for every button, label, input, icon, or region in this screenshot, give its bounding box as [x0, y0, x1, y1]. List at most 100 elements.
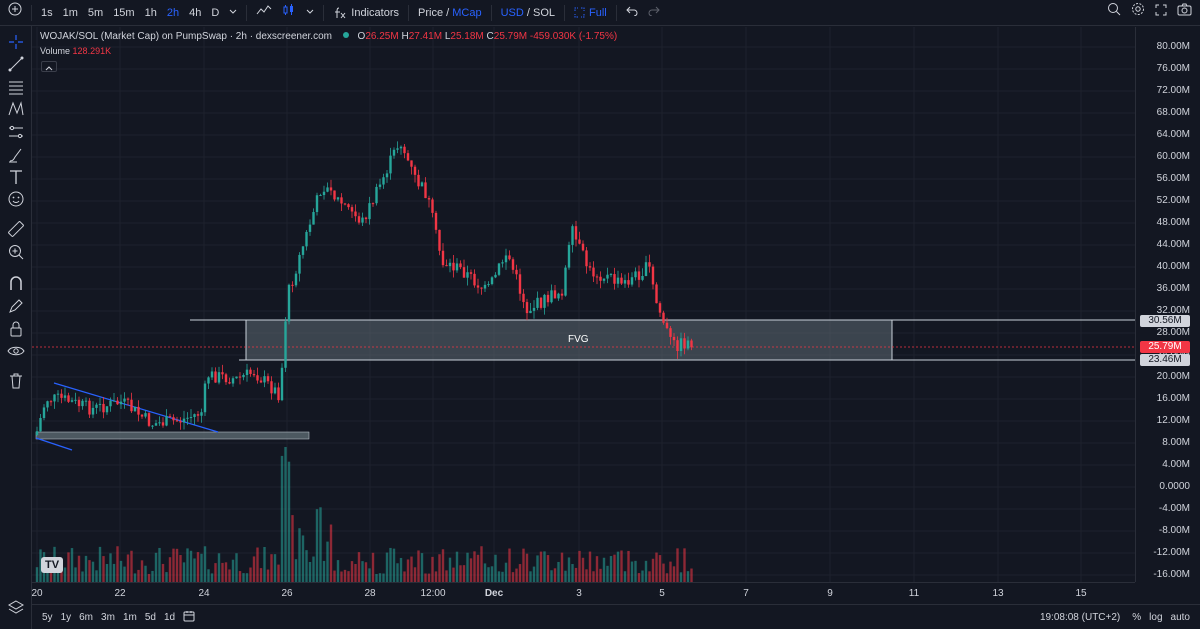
- fib-tool[interactable]: [7, 78, 25, 96]
- settings-button[interactable]: [1126, 0, 1150, 26]
- currency-toggle[interactable]: USD / SOL: [496, 0, 560, 26]
- visibility-tool[interactable]: [7, 342, 25, 360]
- volume-bar: [350, 561, 354, 582]
- range-1y[interactable]: 1y: [60, 611, 72, 623]
- date-range-button[interactable]: [179, 610, 199, 625]
- redo-button[interactable]: [643, 0, 665, 26]
- percent-toggle[interactable]: %: [1132, 611, 1142, 623]
- interval-1s[interactable]: 1s: [41, 6, 53, 19]
- candle-body: [448, 262, 452, 267]
- fvg-zone[interactable]: [245, 319, 893, 361]
- chart-type-candles-button[interactable]: [277, 0, 301, 26]
- lock-tool[interactable]: [7, 320, 25, 338]
- pattern-tool[interactable]: [7, 100, 25, 118]
- range-6m[interactable]: 6m: [79, 611, 94, 623]
- zoom-tool[interactable]: [7, 243, 25, 261]
- price-axis[interactable]: 80.00M 76.00M 72.00M 68.00M 64.00M 60.00M 56.0…: [1135, 27, 1200, 582]
- fullscreen-button[interactable]: Full: [569, 0, 612, 26]
- add-symbol-button[interactable]: [0, 0, 27, 26]
- volume-bar: [130, 550, 133, 582]
- legend-collapse-button[interactable]: [41, 61, 57, 72]
- auto-toggle[interactable]: auto: [1170, 611, 1190, 623]
- volume-bar: [483, 563, 487, 582]
- divider: [31, 4, 32, 21]
- volume-bar: [641, 570, 644, 582]
- candle-body: [147, 413, 151, 426]
- candle-body: [662, 312, 665, 323]
- interval-2h[interactable]: 2h: [166, 6, 180, 19]
- volume-bar: [319, 507, 322, 582]
- candle-body: [392, 149, 396, 156]
- volume-bar: [210, 573, 214, 582]
- candle-body: [273, 387, 277, 394]
- indicators-label: Indicators: [351, 6, 399, 19]
- range-5d[interactable]: 5d: [144, 611, 156, 623]
- ruler-tool[interactable]: [7, 220, 25, 238]
- candlestick-chart[interactable]: FVG: [32, 27, 1135, 582]
- volume-bar: [389, 547, 392, 582]
- candle-body: [308, 224, 312, 232]
- candle-body: [165, 416, 168, 426]
- price-mcap-toggle[interactable]: Price / MCap: [413, 0, 487, 26]
- interval-4h[interactable]: 4h: [189, 6, 202, 19]
- candle-body: [476, 285, 480, 288]
- time-tick-label: 22: [114, 588, 126, 599]
- volume-bar: [480, 546, 483, 582]
- candle-body: [175, 420, 179, 422]
- forecast-tool[interactable]: [7, 123, 25, 141]
- log-toggle[interactable]: log: [1149, 611, 1163, 623]
- layers-tool[interactable]: [7, 599, 25, 617]
- price-tick-label: -12.00M: [1153, 547, 1190, 558]
- trendline-lower[interactable]: [35, 437, 73, 451]
- maximize-button[interactable]: [1150, 0, 1172, 26]
- magnet-tool[interactable]: [7, 274, 25, 292]
- brush-icon: [9, 148, 22, 163]
- interval-dropdown[interactable]: [224, 0, 242, 26]
- brush-tool[interactable]: [7, 146, 25, 164]
- candle-body: [98, 403, 102, 405]
- camera-button[interactable]: [1172, 0, 1200, 26]
- candle-body: [417, 174, 420, 187]
- candle-body: [74, 399, 77, 401]
- undo-button[interactable]: [621, 0, 643, 26]
- range-3m[interactable]: 3m: [101, 611, 115, 623]
- volume-bar: [123, 566, 126, 582]
- chart-pane[interactable]: FVG TV: [32, 27, 1135, 582]
- range-1d[interactable]: 1d: [163, 611, 176, 623]
- volume-bar: [147, 573, 151, 582]
- trendline-tool[interactable]: [7, 55, 25, 73]
- candle-body: [396, 148, 399, 150]
- chart-type-line-button[interactable]: [251, 0, 277, 26]
- text-tool[interactable]: [7, 168, 25, 186]
- tradingview-logo[interactable]: TV: [41, 557, 63, 573]
- clock[interactable]: 19:08:08 (UTC+2): [1039, 611, 1121, 623]
- quick-search-button[interactable]: [1102, 0, 1126, 26]
- emoji-tool[interactable]: [7, 190, 25, 208]
- crosshair-tool[interactable]: [7, 33, 25, 51]
- volume-bar: [410, 556, 413, 582]
- chart-type-dropdown[interactable]: [301, 0, 319, 26]
- volume-bar: [413, 567, 417, 582]
- delete-tool[interactable]: [7, 372, 25, 390]
- candle-body: [616, 277, 620, 284]
- volume-bar: [235, 553, 238, 582]
- price-tick-label: 44.00M: [1156, 239, 1190, 250]
- volume-bar: [557, 561, 560, 582]
- time-axis[interactable]: 20 22 24 26 28 12:00 Dec 3 5 7 9 11 13 15: [31, 582, 1135, 604]
- interval-1m[interactable]: 1m: [62, 6, 78, 19]
- symbol-title[interactable]: WOJAK/SOL (Market Cap) on PumpSwap · 2h …: [40, 31, 332, 42]
- candle-body: [613, 274, 616, 284]
- divider: [246, 4, 248, 21]
- volume-bar: [196, 552, 200, 582]
- support-zone[interactable]: [35, 431, 310, 440]
- indicators-button[interactable]: Indicators: [328, 0, 404, 26]
- stay-drawing-tool[interactable]: [7, 297, 25, 315]
- interval-5m[interactable]: 5m: [87, 6, 104, 19]
- volume-bar: [511, 572, 515, 582]
- interval-1h[interactable]: 1h: [144, 6, 157, 19]
- interval-d[interactable]: D: [211, 6, 220, 19]
- range-1m[interactable]: 1m: [122, 611, 137, 623]
- volume-bar: [459, 565, 462, 582]
- interval-15m[interactable]: 15m: [113, 6, 135, 19]
- range-5y[interactable]: 5y: [42, 611, 53, 623]
